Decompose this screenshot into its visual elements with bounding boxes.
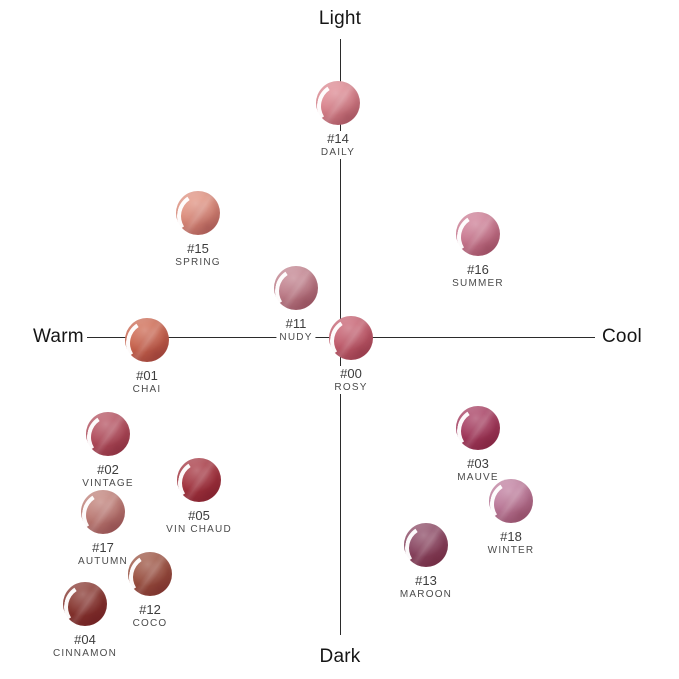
color-dot-04 — [63, 582, 107, 626]
swatch-number: #15 — [187, 241, 209, 256]
swatch-label-01: #01 CHAI — [129, 368, 165, 396]
swatch-15: #15 SPRING — [172, 191, 224, 269]
swatch-02: #02 VINTAGE — [79, 412, 137, 490]
swatch-03: #03 MAUVE — [454, 406, 502, 484]
swatch-14: #14 DAILY — [316, 81, 360, 159]
swatch-name: VIN CHAUD — [166, 524, 232, 535]
swatch-number: #18 — [500, 529, 522, 544]
swatch-name: VINTAGE — [82, 478, 134, 489]
swatch-number: #05 — [188, 508, 210, 523]
swatch-label-17: #17 AUTUMN — [75, 540, 131, 568]
color-dot-03 — [456, 406, 500, 450]
swatch-18: #18 WINTER — [484, 479, 538, 557]
swatch-number: #03 — [467, 456, 489, 471]
swatch-name: NUDY — [279, 332, 313, 343]
swatch-name: SPRING — [175, 257, 221, 268]
swatch-05: #05 VIN CHAUD — [163, 458, 235, 536]
color-dot-18 — [489, 479, 533, 523]
swatch-name: WINTER — [487, 545, 535, 556]
swatch-17: #17 AUTUMN — [75, 490, 131, 568]
swatch-name: MAROON — [399, 589, 453, 600]
color-dot-17 — [81, 490, 125, 534]
swatch-number: #04 — [74, 632, 96, 647]
swatch-name: AUTUMN — [78, 556, 128, 567]
color-dot-12 — [128, 552, 172, 596]
swatch-label-16: #16 SUMMER — [449, 262, 507, 290]
swatch-label-04: #04 CINNAMON — [49, 632, 121, 660]
swatch-label-13: #13 MAROON — [396, 573, 456, 601]
axis-label-cool: Cool — [602, 326, 642, 347]
color-dot-01 — [125, 318, 169, 362]
color-dot-00 — [329, 316, 373, 360]
swatch-number: #14 — [327, 131, 349, 146]
swatch-number: #17 — [92, 540, 114, 555]
swatch-label-11: #11 NUDY — [276, 316, 316, 344]
color-dot-13 — [404, 523, 448, 567]
axis-label-light: Light — [318, 8, 362, 29]
swatch-name: DAILY — [320, 147, 356, 158]
color-dot-05 — [177, 458, 221, 502]
color-dot-16 — [456, 212, 500, 256]
swatch-label-12: #12 COCO — [129, 602, 171, 630]
axis-label-dark: Dark — [319, 646, 361, 667]
swatch-12: #12 COCO — [128, 552, 172, 630]
swatch-number: #01 — [136, 368, 158, 383]
color-dot-15 — [176, 191, 220, 235]
swatch-label-18: #18 WINTER — [484, 529, 538, 557]
swatch-label-14: #14 DAILY — [317, 131, 359, 159]
swatch-number: #16 — [467, 262, 489, 277]
swatch-label-02: #02 VINTAGE — [79, 462, 137, 490]
swatch-number: #12 — [139, 602, 161, 617]
swatch-label-00: #00 ROSY — [331, 366, 371, 394]
swatch-number: #02 — [97, 462, 119, 477]
swatch-01: #01 CHAI — [125, 318, 169, 396]
swatch-name: MAUVE — [457, 472, 499, 483]
swatch-name: ROSY — [334, 382, 368, 393]
swatch-name: SUMMER — [452, 278, 504, 289]
swatch-label-03: #03 MAUVE — [454, 456, 502, 484]
axis-label-warm: Warm — [33, 326, 84, 347]
color-dot-02 — [86, 412, 130, 456]
swatch-name: CINNAMON — [52, 648, 118, 659]
swatch-label-15: #15 SPRING — [172, 241, 224, 269]
swatch-number: #13 — [415, 573, 437, 588]
swatch-name: COCO — [132, 618, 168, 629]
swatch-11: #11 NUDY — [274, 266, 318, 344]
swatch-number: #00 — [340, 366, 362, 381]
color-dot-14 — [316, 81, 360, 125]
swatch-16: #16 SUMMER — [449, 212, 507, 290]
swatch-13: #13 MAROON — [396, 523, 456, 601]
swatch-number: #11 — [285, 316, 307, 331]
swatch-04: #04 CINNAMON — [49, 582, 121, 660]
swatch-name: CHAI — [132, 384, 162, 395]
swatch-00: #00 ROSY — [329, 316, 373, 394]
swatch-label-05: #05 VIN CHAUD — [163, 508, 235, 536]
color-dot-11 — [274, 266, 318, 310]
